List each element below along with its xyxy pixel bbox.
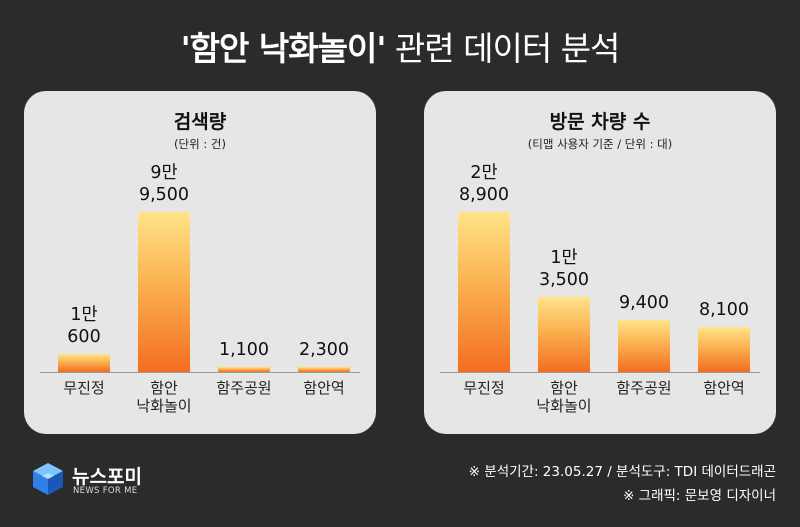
analysis-period-note: ※ 분석기간: 23.05.27 / 분석도구: TDI 데이터드래곤 — [468, 464, 776, 480]
category-label: 무진정 — [463, 379, 505, 397]
chart-title: 검색량 — [173, 111, 227, 133]
visitor-vehicles-panel: 방문 차량 수 (티맵 사용자 기준 / 단위 : 대) 2만 8,900 무진정… — [424, 91, 776, 434]
title-rest: 관련 데이터 분석 — [385, 29, 621, 68]
bar — [698, 327, 750, 372]
category-label: 함안 낙화놀이 — [536, 379, 592, 415]
cube-logo-icon — [33, 463, 63, 495]
bar-value-label: 8,100 — [698, 300, 750, 321]
bar — [538, 297, 590, 372]
search-volume-panel: 검색량 (단위 : 건) 1만 600 무진정 9만 9,500 함안 낙화놀이 1,1… — [24, 91, 376, 434]
category-label: 함주공원 — [216, 379, 272, 397]
chart-unit: (단위 : 건) — [174, 137, 226, 151]
x-axis-line — [440, 372, 760, 373]
bar-value-label: 1,100 — [218, 340, 270, 360]
graphic-credit-note: ※ 그래픽: 문보영 디자이너 — [623, 488, 776, 504]
bar-value-label: 9만 9,500 — [138, 163, 190, 205]
logo: 뉴스포미 NEWS FOR ME — [32, 462, 212, 502]
category-label: 무진정 — [63, 379, 105, 397]
bar — [458, 212, 510, 372]
page-title: '함안 낙화놀이' 관련 데이터 분석 — [0, 22, 800, 70]
bar — [298, 367, 350, 372]
bar-value-label: 2만 8,900 — [458, 163, 510, 205]
chart-unit: (티맵 사용자 기준 / 단위 : 대) — [527, 137, 673, 151]
bar — [58, 354, 110, 372]
category-label: 함안역 — [703, 379, 745, 397]
bar-value-label: 9,400 — [618, 292, 670, 313]
category-label: 함안역 — [303, 379, 345, 397]
bar — [138, 212, 190, 372]
chart-title: 방문 차량 수 — [549, 111, 651, 133]
bar-value-label: 1만 600 — [67, 305, 101, 348]
title-highlight: '함안 낙화놀이' — [180, 29, 387, 68]
x-axis-line — [40, 372, 360, 373]
category-label: 함주공원 — [616, 379, 672, 397]
bar-value-label: 1만 3,500 — [538, 248, 590, 291]
bar — [618, 319, 670, 372]
logo-tagline: NEWS FOR ME — [73, 486, 138, 496]
logo-name: 뉴스포미 — [72, 466, 142, 488]
bar-value-label: 2,300 — [298, 340, 350, 360]
category-label: 함안 낙화놀이 — [136, 379, 192, 415]
bar — [218, 367, 270, 372]
